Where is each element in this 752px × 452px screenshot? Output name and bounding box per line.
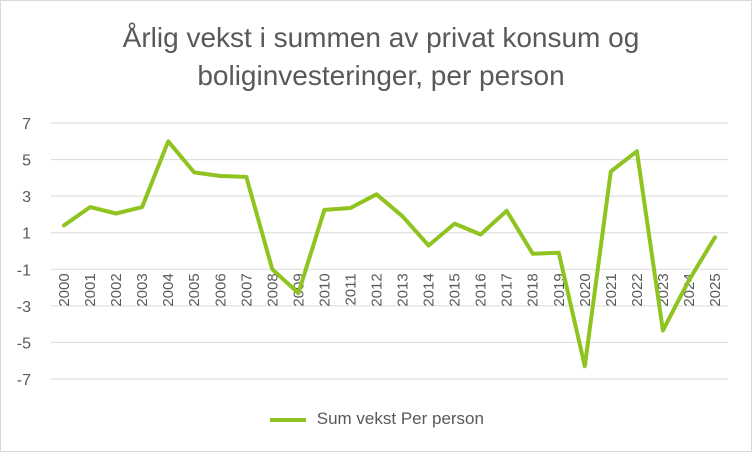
series-line-sum-vekst	[62, 139, 717, 369]
y-tick-label: 5	[22, 153, 31, 170]
y-tick-label: -7	[17, 372, 31, 389]
x-tick-label: 2006	[212, 273, 229, 306]
x-tick-label: 2004	[160, 273, 177, 306]
legend-swatch	[270, 417, 306, 422]
plot-area: 7 5 3 1 -1 -3 -5 -7 2000 2001 2002 2003 2004 2005 200…	[17, 116, 728, 389]
x-tick-label: 2013	[395, 273, 412, 306]
x-tick-label: 2022	[629, 273, 646, 306]
chart-title-line-1: Årlig vekst i summen av privat konsum og	[122, 22, 640, 53]
chart-title-line-2: boliginvesteringer, per person	[197, 60, 565, 91]
x-tick-label: 2016	[473, 273, 490, 306]
x-tick-label: 2011	[342, 273, 359, 305]
x-tick-label: 2017	[499, 273, 516, 306]
legend: Sum vekst Per person	[1, 409, 751, 429]
chart-title: Årlig vekst i summen av privat konsum og…	[61, 19, 701, 95]
y-tick-label: -3	[17, 299, 31, 316]
x-tick-label: 2005	[186, 273, 203, 306]
x-tick-label: 2001	[82, 273, 99, 306]
x-tick-label: 2003	[134, 273, 151, 306]
x-tick-label: 2008	[264, 273, 281, 306]
x-tick-label: 2015	[447, 273, 464, 306]
x-tick-label: 2018	[525, 273, 542, 306]
y-tick-label: -5	[17, 335, 31, 352]
x-tick-label: 2010	[316, 273, 333, 306]
x-tick-label: 2002	[108, 273, 125, 306]
x-tick-label: 2024	[681, 273, 698, 306]
x-tick-label: 2007	[238, 273, 255, 306]
y-tick-label: 1	[22, 226, 31, 243]
x-tick-label: 2021	[603, 273, 620, 306]
x-tick-label: 2025	[707, 273, 724, 306]
x-tick-label: 2000	[56, 273, 73, 306]
x-tick-label: 2020	[577, 273, 594, 306]
legend-label: Sum vekst Per person	[316, 409, 484, 428]
x-tick-label: 2012	[368, 273, 385, 306]
y-tick-label: 7	[22, 116, 31, 133]
x-tick-label: 2014	[421, 273, 438, 306]
y-tick-label: -1	[17, 262, 31, 279]
y-tick-label: 3	[22, 189, 31, 206]
